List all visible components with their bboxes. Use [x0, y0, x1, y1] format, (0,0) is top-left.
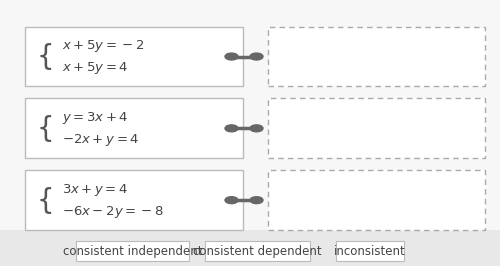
Text: $\{$: $\{$: [36, 185, 52, 216]
Text: $-6x - 2y = -8$: $-6x - 2y = -8$: [62, 204, 164, 220]
Text: $x + 5y = 4$: $x + 5y = 4$: [62, 60, 129, 77]
Circle shape: [225, 197, 238, 204]
Circle shape: [225, 53, 238, 60]
Text: $x + 5y = -2$: $x + 5y = -2$: [62, 38, 145, 54]
FancyBboxPatch shape: [268, 98, 485, 158]
Text: inconsistent: inconsistent: [334, 245, 406, 258]
FancyBboxPatch shape: [268, 27, 485, 86]
Circle shape: [225, 125, 238, 132]
FancyBboxPatch shape: [268, 170, 485, 230]
Text: consistent dependent: consistent dependent: [193, 245, 322, 258]
Text: $y = 3x + 4$: $y = 3x + 4$: [62, 110, 129, 126]
FancyBboxPatch shape: [336, 242, 404, 261]
FancyBboxPatch shape: [25, 27, 242, 86]
Circle shape: [250, 53, 263, 60]
FancyBboxPatch shape: [0, 230, 500, 266]
FancyBboxPatch shape: [76, 242, 189, 261]
FancyBboxPatch shape: [205, 242, 310, 261]
Circle shape: [250, 125, 263, 132]
Text: $\{$: $\{$: [36, 41, 52, 72]
FancyBboxPatch shape: [0, 0, 500, 231]
FancyBboxPatch shape: [25, 170, 242, 230]
Circle shape: [250, 197, 263, 204]
Text: $3x + y = 4$: $3x + y = 4$: [62, 182, 129, 198]
Text: consistent independent: consistent independent: [63, 245, 202, 258]
Text: $-2x + y = 4$: $-2x + y = 4$: [62, 132, 140, 148]
Text: $\{$: $\{$: [36, 113, 52, 144]
FancyBboxPatch shape: [25, 98, 242, 158]
